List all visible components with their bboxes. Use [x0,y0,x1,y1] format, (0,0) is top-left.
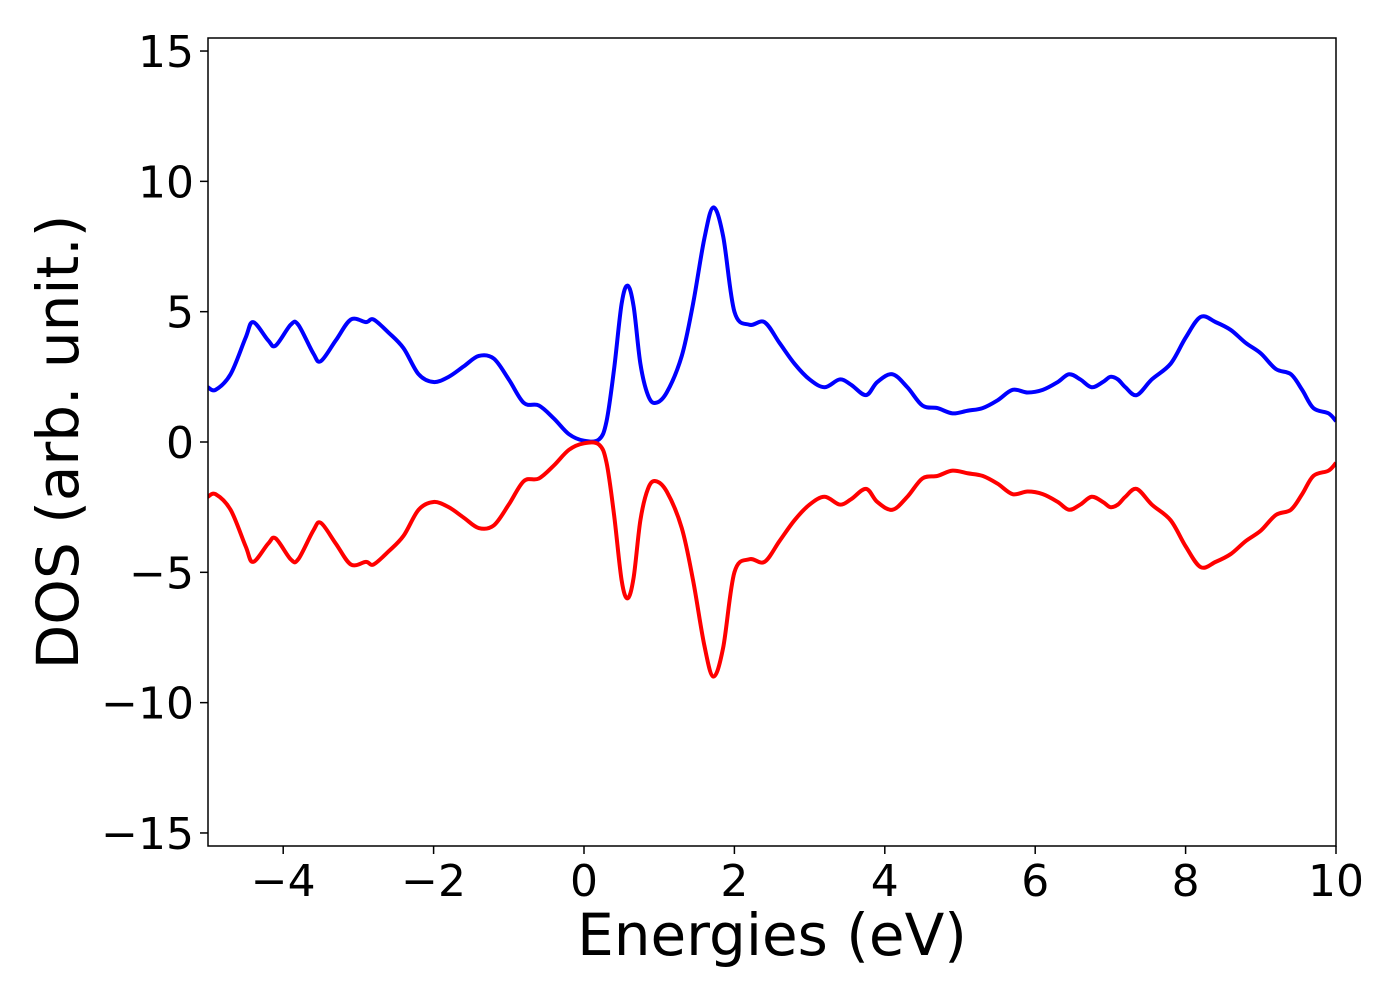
line-series [208,205,1336,444]
x-tick-label: −4 [251,856,316,907]
y-tick-label: 5 [166,288,194,339]
x-tick-label: 4 [871,856,899,907]
y-tick-label: −5 [129,548,194,599]
y-tick-label: 15 [138,27,194,78]
y-tick-label: 0 [166,418,194,469]
x-tick-label: 8 [1172,856,1200,907]
x-axis-label: Energies (eV) [577,901,967,969]
plot-frame [207,37,1337,847]
x-tick-label: 0 [570,856,598,907]
y-tick-label: 10 [138,157,194,208]
x-tick-label: 10 [1308,856,1364,907]
y-tick-label: −10 [101,679,194,730]
x-tick-label: 2 [720,856,748,907]
y-axis-label: DOS (arb. unit.) [24,215,92,670]
line-series [208,440,1336,679]
x-tick-label: 6 [1021,856,1049,907]
x-tick-label: −2 [401,856,466,907]
y-tick-label: −15 [101,809,194,860]
